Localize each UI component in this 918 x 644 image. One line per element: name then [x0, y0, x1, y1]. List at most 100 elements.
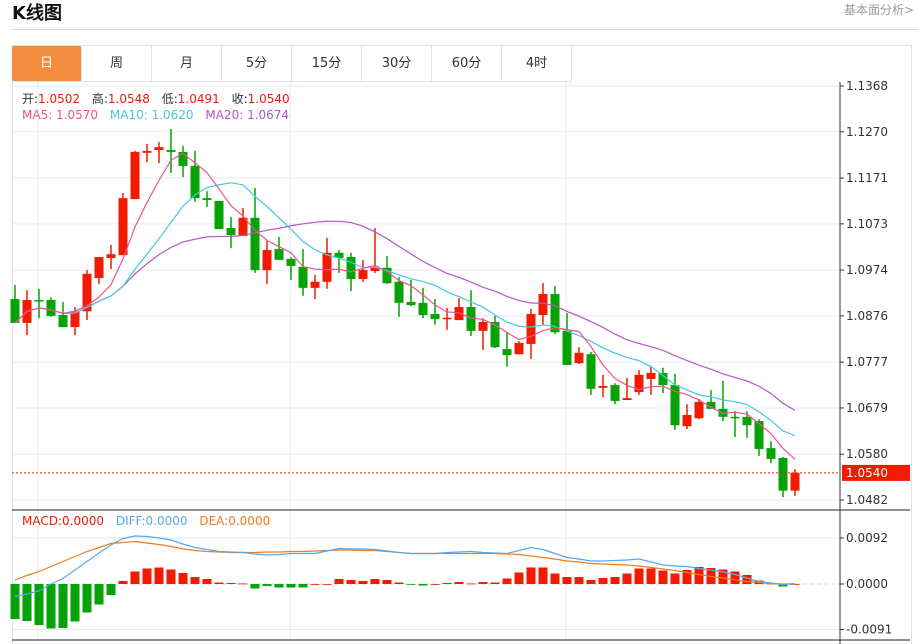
candle-body [478, 321, 488, 331]
macd-bar [634, 568, 644, 584]
macd-bar [346, 580, 356, 584]
macd-bar [34, 584, 44, 625]
macd-bar [82, 584, 92, 613]
candle-body [610, 385, 620, 401]
candle-body [430, 314, 440, 320]
last-price-badge [842, 464, 910, 481]
macd-bar [142, 568, 152, 584]
macd-tick-label: 0.0000 [846, 577, 888, 591]
macd-bar [646, 568, 656, 584]
macd-bar [250, 584, 260, 589]
macd-bar [598, 578, 608, 584]
price-tick-label: 1.1270 [846, 125, 888, 139]
candle-body [490, 321, 500, 348]
macd-tick-label: 0.0092 [846, 531, 888, 545]
candle-body [562, 330, 572, 365]
candle-body [790, 472, 800, 491]
candle-body [142, 150, 152, 153]
price-tick-label: 1.1171 [846, 171, 888, 185]
ma20-value: MA20: 1.0674 [205, 108, 290, 122]
tab-15min[interactable]: 15分 [292, 46, 362, 82]
candle-body [550, 293, 560, 333]
candle-body [622, 398, 632, 401]
candle-body [10, 299, 20, 323]
close-value: 1.0540 [247, 92, 290, 106]
candle-body [310, 281, 320, 288]
candle-body [694, 401, 704, 419]
fundamental-analysis-link[interactable]: 基本面分析> [843, 3, 914, 17]
candle-body [202, 198, 212, 201]
macd-bar [538, 567, 548, 584]
macd-bar [202, 579, 212, 584]
page-title: K线图 [12, 3, 62, 24]
macd-bar [286, 584, 296, 588]
macd-bar [406, 584, 416, 585]
tab-30min[interactable]: 30分 [362, 46, 432, 82]
candle-body [274, 249, 284, 260]
macd-bar [310, 584, 320, 585]
macd-bar [550, 573, 560, 584]
macd-bar [622, 573, 632, 584]
candle-body [262, 250, 272, 271]
macd-bar [262, 584, 272, 586]
candle-body [322, 252, 332, 282]
ma20-line [14, 220, 796, 411]
tab-5min[interactable]: 5分 [222, 46, 292, 82]
candle-body [598, 385, 608, 388]
candle-body [250, 217, 260, 271]
price-tick-label: 1.1073 [846, 217, 888, 231]
candle-body [670, 385, 680, 426]
price-tick-label: 1.1368 [846, 79, 888, 93]
macd-bar [154, 567, 164, 584]
high-value: 1.0548 [107, 92, 150, 106]
macd-bar [274, 584, 284, 588]
candle-body [70, 311, 80, 328]
open-label: 开: [22, 92, 39, 106]
macd-bar [382, 580, 392, 584]
candle-body [346, 257, 356, 279]
candle-body [106, 254, 116, 258]
ma5-line [14, 152, 796, 460]
macd-bar [322, 584, 332, 585]
divider [12, 29, 918, 30]
tab-month[interactable]: 月 [152, 46, 222, 82]
macd-bar [670, 573, 680, 584]
tab-day[interactable]: 日 [12, 46, 82, 82]
macd-bar [682, 570, 692, 584]
price-tick-label: 1.0679 [846, 401, 888, 415]
macd-bar [586, 580, 596, 584]
tab-4hour[interactable]: 4时 [502, 46, 572, 82]
candle-body [538, 293, 548, 315]
open-value: 1.0502 [38, 92, 81, 106]
candle-body [34, 300, 44, 302]
macd-bar [562, 577, 572, 584]
macd-bar [94, 584, 104, 605]
candle-body [646, 372, 656, 379]
macd-bar [778, 584, 788, 587]
dea-value: DEA:0.0000 [199, 514, 271, 528]
macd-bar [418, 584, 428, 586]
tab-week[interactable]: 周 [82, 46, 152, 82]
candle-body [574, 352, 584, 364]
candle-body [130, 151, 140, 200]
candle-body [682, 414, 692, 427]
candle-body [406, 301, 416, 306]
ma-legend: MA5: 1.0570 MA10: 1.0620 MA20: 1.0674 [22, 108, 297, 122]
candle-body [370, 267, 380, 272]
candle-body [298, 266, 308, 288]
tab-60min[interactable]: 60分 [432, 46, 502, 82]
candle-body [634, 374, 644, 393]
candle-body [226, 228, 236, 236]
macd-bar [526, 567, 536, 584]
diff-line [14, 535, 796, 598]
ma5-value: MA5: 1.0570 [22, 108, 99, 122]
candle-body [454, 307, 464, 321]
candle-body [742, 416, 752, 426]
macd-bar [658, 570, 668, 584]
candle-body [46, 300, 56, 316]
macd-bar [238, 583, 248, 585]
candle-body [166, 150, 176, 152]
macd-bar [742, 575, 752, 584]
macd-bar [118, 581, 128, 584]
